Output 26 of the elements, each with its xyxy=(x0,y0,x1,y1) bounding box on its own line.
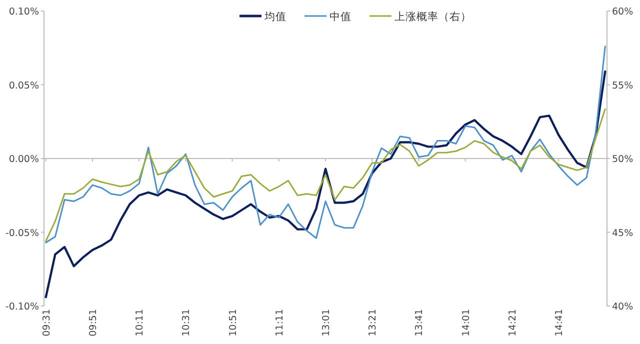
x-tick-label: 10:31 xyxy=(181,309,192,336)
x-tick-label: 14:21 xyxy=(507,309,518,336)
y-tick-label: 0.00% xyxy=(8,154,39,165)
y2-tick-label: 45% xyxy=(612,228,634,239)
legend-label: 中值 xyxy=(330,10,352,23)
x-tick-label: 11:11 xyxy=(274,309,286,336)
y-tick-label: 0.05% xyxy=(8,80,39,92)
x-tick-label: 13:41 xyxy=(414,309,426,336)
x-tick-label: 14:01 xyxy=(460,309,472,336)
legend-label: 均值 xyxy=(264,11,286,23)
x-tick-label: 14:41 xyxy=(554,309,566,336)
x-tick-label: 10:51 xyxy=(228,309,239,336)
x-tick-label: 10:11 xyxy=(134,309,146,336)
legend-label: 上涨概率（右） xyxy=(394,10,472,23)
y-tick-label: -0.05% xyxy=(5,228,39,239)
y-tick-label: -0.10% xyxy=(5,302,39,312)
y2-tick-label: 50% xyxy=(612,154,634,165)
x-tick-label: 13:21 xyxy=(368,309,379,336)
y2-tick-label: 55% xyxy=(612,80,634,92)
y2-tick-label: 60% xyxy=(612,6,634,18)
line-series xyxy=(44,70,606,298)
x-tick-label: 09:31 xyxy=(41,309,52,336)
y2-tick-label: 40% xyxy=(612,302,634,312)
y-tick-label: 0.10% xyxy=(8,6,39,18)
x-tick-label: 09:51 xyxy=(88,309,99,336)
x-tick-label: 13:01 xyxy=(321,309,332,336)
